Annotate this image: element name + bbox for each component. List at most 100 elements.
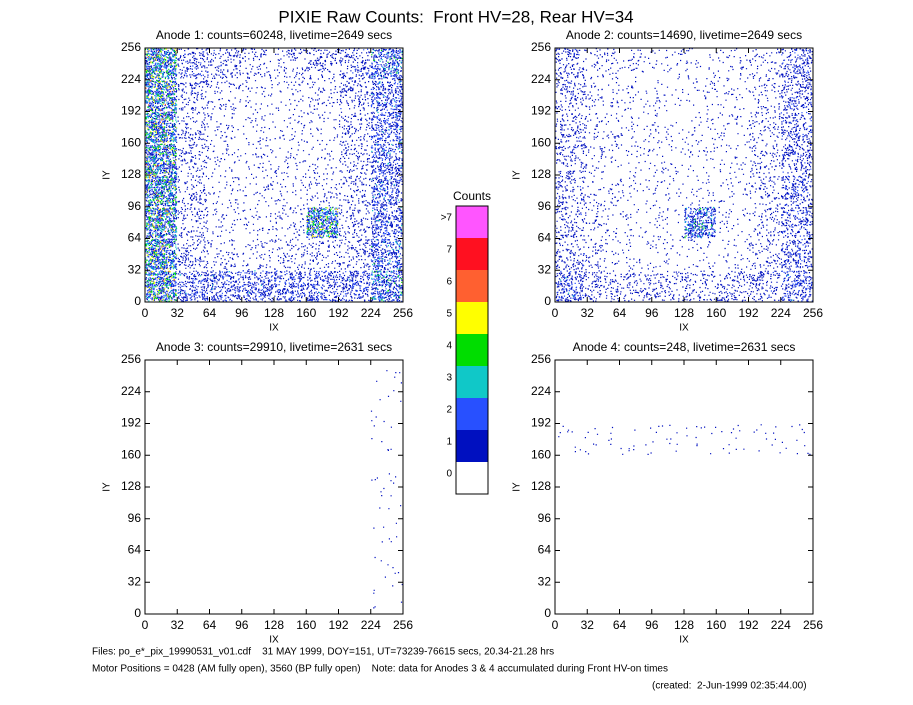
heatmap-cell	[587, 270, 620, 302]
count-dots	[686, 80, 716, 111]
count-dots	[191, 255, 198, 261]
heatmap-cell	[274, 238, 306, 270]
y-tick-label: 256	[121, 352, 141, 366]
heatmap-cell	[781, 175, 813, 207]
count-dots	[340, 108, 342, 110]
count-dots	[370, 395, 402, 423]
x-tick-label: 32	[171, 306, 185, 320]
heatmap-cell	[371, 425, 392, 451]
count-dots	[145, 271, 178, 302]
count-dots	[588, 143, 620, 174]
count-dots	[145, 239, 177, 270]
count-dots	[306, 270, 339, 302]
count-dots	[578, 137, 580, 139]
count-dots	[274, 270, 306, 302]
colorbar-swatch	[456, 462, 488, 494]
heatmap-cell	[555, 175, 587, 207]
count-dots	[210, 48, 242, 79]
heatmap-cell	[306, 238, 339, 271]
x-tick-label: 96	[645, 618, 659, 632]
y-tick-label: 96	[538, 199, 552, 213]
x-axis-label: IX	[679, 323, 689, 334]
y-tick-label: 128	[121, 167, 141, 181]
count-dots	[339, 143, 371, 175]
heatmap-cell	[209, 175, 241, 207]
heatmap-cell	[587, 208, 618, 238]
count-dots	[242, 175, 274, 207]
x-tick-label: 64	[203, 306, 217, 320]
count-dots	[374, 556, 400, 578]
count-dots	[587, 270, 620, 302]
x-tick-label: 0	[142, 618, 149, 632]
count-dots	[307, 143, 337, 175]
x-tick-label: 256	[393, 618, 413, 632]
heatmap-cell	[717, 112, 749, 143]
count-dots	[274, 207, 305, 239]
count-dots	[652, 424, 678, 452]
count-dots	[370, 143, 403, 175]
count-dots	[379, 487, 402, 510]
y-tick-label: 224	[121, 72, 141, 86]
count-dots	[177, 143, 210, 175]
heatmap-cell	[716, 79, 748, 110]
x-tick-label: 256	[803, 306, 823, 320]
heatmap-cell	[338, 206, 371, 238]
heatmap-cell	[210, 48, 242, 79]
count-dots	[177, 270, 210, 302]
heatmap-cell	[781, 79, 813, 111]
heatmap-cell	[373, 583, 403, 609]
heatmap-cell	[177, 175, 210, 207]
count-dots	[209, 271, 242, 302]
count-dots	[652, 144, 684, 175]
count-dots	[781, 270, 813, 302]
count-dots	[177, 207, 209, 239]
count-dots	[684, 206, 717, 239]
heatmap-cell	[145, 238, 178, 271]
heatmap-cell	[684, 143, 716, 174]
heatmap-cell	[376, 370, 402, 392]
x-tick-label: 0	[552, 618, 559, 632]
count-dots	[274, 144, 307, 175]
heatmap-cell	[684, 206, 717, 239]
y-tick-label: 192	[121, 416, 141, 430]
x-tick-label: 192	[328, 306, 348, 320]
x-axis-label: IX	[269, 635, 279, 646]
count-dots	[587, 175, 620, 207]
count-dots	[145, 175, 178, 207]
heatmap-cell	[274, 112, 306, 143]
heatmap-cell	[370, 111, 403, 144]
colorbar-label: 0	[446, 469, 452, 480]
heatmap-cell	[781, 424, 811, 455]
count-dots	[145, 143, 178, 175]
count-dots	[370, 80, 403, 111]
count-dots	[781, 143, 813, 175]
heatmap-cell	[718, 176, 748, 205]
y-tick-label: 224	[531, 384, 551, 398]
heatmap-cell	[652, 238, 683, 269]
heatmap-cell	[145, 143, 178, 175]
count-dots	[145, 206, 177, 239]
heatmap-cell	[619, 175, 650, 206]
count-dots	[555, 270, 587, 302]
heatmap-cell	[209, 143, 242, 174]
count-dots	[588, 238, 620, 269]
plot-frame	[554, 47, 814, 303]
count-dots	[145, 79, 178, 112]
x-tick-label: 64	[613, 618, 627, 632]
count-dots	[652, 175, 684, 207]
count-dots	[721, 424, 745, 454]
heatmap-cell	[177, 111, 210, 144]
y-tick-label: 64	[538, 231, 552, 245]
y-tick-label: 128	[531, 167, 551, 181]
count-dots	[371, 270, 402, 302]
count-dots	[780, 270, 813, 302]
heatmap-cell	[339, 80, 371, 112]
count-dots	[371, 207, 403, 238]
count-dots	[748, 111, 781, 144]
heatmap-cell	[716, 48, 749, 80]
count-dots	[210, 239, 239, 271]
colorbar-swatch	[456, 334, 488, 366]
x-axis-label: IX	[269, 323, 279, 334]
heatmap-cell	[242, 80, 273, 111]
heatmap-cell	[780, 48, 813, 80]
